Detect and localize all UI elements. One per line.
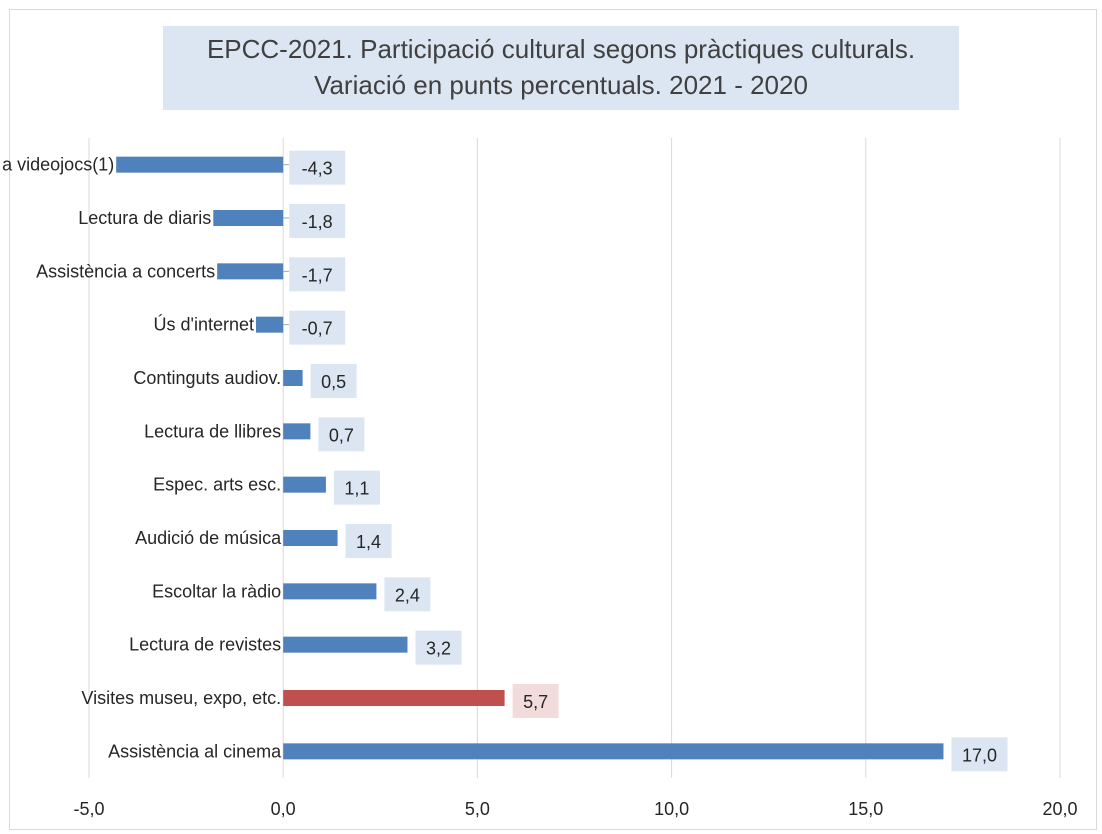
data-label-background <box>310 364 357 398</box>
category-label: Lectura de revistes <box>129 635 281 655</box>
chart-title-line-2: Variació en punts percentuals. 2021 - 20… <box>314 70 808 100</box>
category-label: Espec. arts esc. <box>153 475 281 495</box>
data-label-background <box>318 417 365 452</box>
bars <box>116 156 944 760</box>
data-label: 1,4 <box>356 532 381 552</box>
data-label-background <box>415 630 462 665</box>
data-label-background <box>512 684 559 718</box>
data-label-background <box>384 577 431 612</box>
bar <box>283 530 338 546</box>
category-label: Visites museu, expo, etc. <box>81 688 281 708</box>
data-label: 0,7 <box>329 425 354 445</box>
x-tick-label: 20,0 <box>1042 799 1077 819</box>
category-label: Continguts audiov. <box>133 368 281 388</box>
data-label-background <box>289 150 346 185</box>
data-label-background <box>289 204 346 238</box>
gridlines <box>88 138 1061 778</box>
data-label: -1,8 <box>302 212 333 232</box>
data-label: -1,7 <box>302 265 333 285</box>
data-labels: -4,3 -1,8 -1,7 -0,7 0,5 0,7 1,1 1,4 2,4 3,2 5,7 17,… <box>283 150 1008 772</box>
category-label: Assistència a concerts <box>36 261 215 281</box>
category-label: Assistència al cinema <box>108 741 282 761</box>
bar <box>256 316 284 333</box>
data-label-background <box>289 257 346 292</box>
data-label: -4,3 <box>302 159 333 179</box>
chart-title: EPCC-2021. Participació cultural segons … <box>163 26 959 110</box>
bar <box>217 263 284 280</box>
category-label: Jugar a videojocs(1) <box>0 155 114 175</box>
x-tick-label: 5,0 <box>465 799 490 819</box>
bar <box>283 636 408 653</box>
data-label-background <box>345 524 392 558</box>
category-label: Ús d'internet <box>154 314 255 335</box>
x-tick-label: 10,0 <box>654 799 689 819</box>
category-label: Lectura de llibres <box>144 421 281 441</box>
data-label: 0,5 <box>321 372 346 392</box>
data-label: 3,2 <box>426 639 451 659</box>
bar <box>116 156 284 173</box>
category-labels: Jugar a videojocs(1) Lectura de diaris Ass… <box>0 155 282 762</box>
x-tick-label: 0,0 <box>271 799 296 819</box>
bar <box>283 476 326 493</box>
bar <box>283 370 303 386</box>
x-tick-label: 15,0 <box>848 799 883 819</box>
data-label-background <box>333 470 380 505</box>
chart-title-line-1: EPCC-2021. Participació cultural segons … <box>206 34 916 64</box>
data-label: 5,7 <box>523 692 548 712</box>
category-label: Lectura de diaris <box>78 208 211 228</box>
x-axis-tick-labels: -5,0 0,0 5,0 10,0 15,0 20,0 <box>73 799 1077 819</box>
data-label: 17,0 <box>962 745 997 765</box>
data-label: 1,1 <box>344 479 369 499</box>
data-label: 2,4 <box>395 585 420 605</box>
bar <box>283 423 311 440</box>
bar <box>213 210 284 226</box>
data-label-background <box>951 737 1008 772</box>
bar <box>283 743 944 760</box>
data-label: -0,7 <box>302 319 333 339</box>
x-tick-label: -5,0 <box>73 799 104 819</box>
data-label-background <box>289 310 346 345</box>
bar <box>283 690 505 706</box>
bar <box>283 583 377 600</box>
category-label: Audició de música <box>135 528 282 548</box>
category-label: Escoltar la ràdio <box>152 581 281 601</box>
